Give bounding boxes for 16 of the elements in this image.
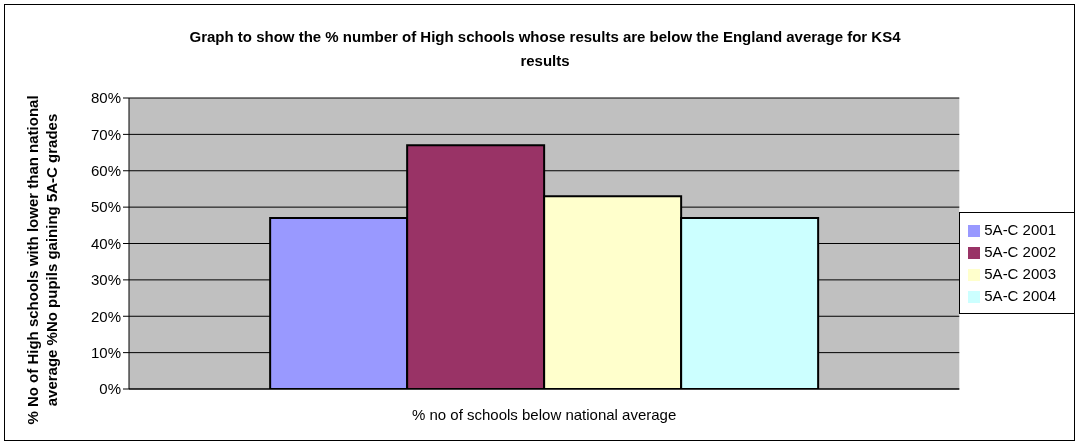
x-tick-label: % no of schools below national average [411,405,677,423]
y-tick-label: 30% [90,271,121,289]
legend-label: 5A-C 2002 [984,243,1056,260]
y-tick-label: 70% [90,125,121,143]
y-tick-label: 40% [90,234,121,252]
y-tick-label: 10% [90,343,121,361]
legend-label: 5A-C 2004 [984,287,1056,304]
y-tick-label: 80% [90,89,121,107]
y-tick-label: 50% [90,198,121,216]
chart-title: Graph to show the % number of High schools whose results are below the England average for KS4 results [188,27,902,71]
legend-label: 5A-C 2001 [984,221,1056,238]
y-tick-label: 0% [99,380,121,398]
y-tick-label: 60% [90,162,121,180]
y-tick-label: 20% [90,307,121,325]
y-axis-title: % No of High schools with lower than national average %No pupils gaining 5A-C grades [23,95,61,425]
legend-label: 5A-C 2003 [984,265,1056,282]
